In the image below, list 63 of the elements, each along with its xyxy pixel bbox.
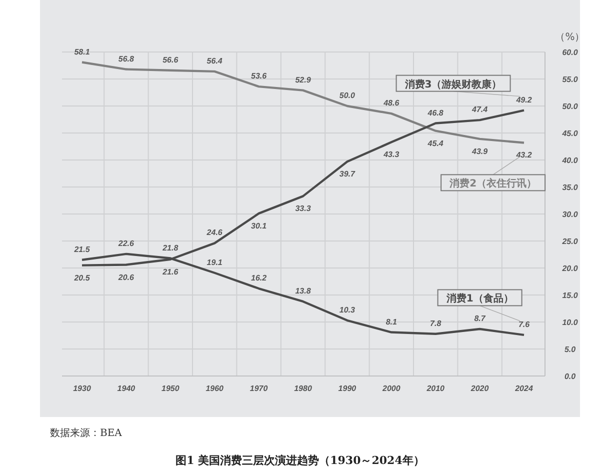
data-label: 52.9	[295, 75, 312, 84]
x-tick-label: 1990	[338, 384, 357, 393]
x-tick-label: 2020	[470, 384, 490, 393]
y-tick-label: 45.0	[561, 129, 578, 138]
y-tick-label: 30.0	[562, 210, 578, 219]
data-label: 46.8	[426, 108, 444, 118]
data-label: 8.1	[386, 317, 398, 326]
data-label: 47.4	[471, 105, 488, 114]
x-tick-label: 2024	[514, 384, 534, 393]
data-label: 39.7	[339, 170, 356, 179]
data-label: 20.5	[73, 273, 90, 282]
y-tick-label: 55.0	[562, 75, 578, 84]
data-label: 43.3	[382, 150, 400, 160]
y-tick-label: 35.0	[562, 183, 578, 192]
y-tick-label: 50.0	[562, 102, 578, 111]
y-tick-label: 5.0	[564, 345, 576, 354]
data-label: 56.6	[162, 55, 179, 64]
data-label: 30.1	[251, 221, 268, 230]
x-tick-label: 1960	[206, 384, 224, 393]
text: 消费3（游娱财教康）	[404, 78, 502, 90]
data-label: 21.6	[162, 267, 179, 276]
text: 图1 美国消费三层次演进趋势（1930～2024年）	[176, 454, 424, 467]
data-label: 7.6	[518, 320, 530, 329]
y-tick-label: 20.0	[561, 264, 578, 273]
data-label: 48.6	[382, 98, 400, 108]
x-tick-label: 2010	[426, 384, 446, 393]
text: 消费1（食品）	[445, 292, 514, 305]
data-label: 33.3	[295, 204, 312, 214]
y-tick-label: 0.0	[564, 372, 576, 381]
data-label: 19.1	[206, 258, 223, 267]
data-label: 49.2	[515, 95, 532, 104]
x-tick-label: 1970	[250, 384, 268, 393]
data-label: 16.2	[251, 274, 268, 283]
text: 消费2（衣住行讯）	[448, 178, 537, 190]
data-label: 21.8	[162, 243, 179, 252]
x-tick-label: 1950	[162, 384, 180, 393]
data-label: 50.0	[339, 91, 356, 100]
data-label: 45.4	[426, 138, 444, 148]
y-tick-label: 15.0	[562, 291, 578, 300]
y-tick-label: 10.0	[562, 318, 578, 327]
source-note: 数据来源：BEA	[50, 427, 123, 439]
x-tick-label: 1940	[117, 384, 136, 393]
data-label: 8.7	[474, 314, 486, 324]
x-tick-label: 2000	[382, 384, 401, 393]
data-label: 7.8	[430, 318, 442, 328]
x-tick-label: 1980	[294, 384, 312, 393]
x-tick-label: 1930	[73, 384, 92, 393]
data-label: 13.8	[295, 286, 312, 296]
data-label: 24.6	[206, 228, 223, 238]
y-tick-label: 40.0	[561, 156, 578, 165]
data-label: 10.3	[339, 305, 356, 314]
data-label: 22.6	[117, 238, 135, 248]
data-label: 43.9	[471, 146, 488, 156]
data-label: 53.6	[251, 72, 268, 81]
data-label: 56.8	[118, 54, 135, 64]
y-tick-label: 60.0	[562, 48, 578, 57]
y-axis-title: （%）	[555, 32, 585, 43]
data-label: 21.5	[73, 244, 90, 254]
data-label: 20.6	[117, 272, 135, 282]
data-label: 56.4	[206, 56, 223, 66]
data-label: 43.2	[515, 150, 532, 160]
data-label: 58.1	[74, 47, 90, 56]
y-tick-label: 25.0	[561, 237, 578, 246]
